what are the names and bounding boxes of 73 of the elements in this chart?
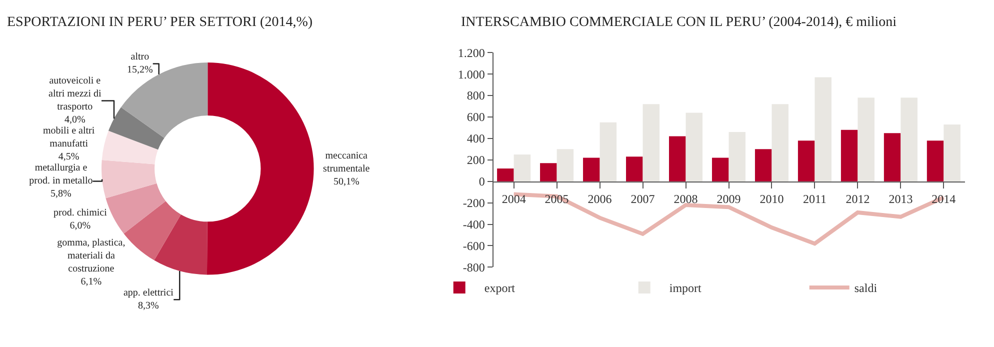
data-label: 4,5% bbox=[58, 152, 80, 163]
x-tick-label: 2010 bbox=[760, 192, 784, 206]
data-label: 15,2% bbox=[127, 64, 153, 76]
y-tick-label: 800 bbox=[466, 88, 485, 103]
bar bbox=[728, 132, 746, 182]
donut-slice bbox=[108, 107, 164, 150]
y-tick-label: -800 bbox=[462, 260, 485, 274]
slice-label: prod. chimici bbox=[54, 207, 108, 218]
bar bbox=[712, 158, 729, 182]
bar bbox=[600, 122, 617, 182]
slice-label: meccanica strumentale bbox=[323, 150, 370, 174]
x-tick-label: 2005 bbox=[544, 192, 569, 206]
bar bbox=[754, 149, 772, 182]
x-tick-label: 2004 bbox=[502, 192, 526, 206]
y-tick-label: 0 bbox=[478, 174, 485, 189]
slice-label: gomma, plastica, materiali da costruzione bbox=[57, 238, 126, 275]
bar bbox=[858, 98, 874, 182]
bar bbox=[772, 104, 789, 182]
donut-slice bbox=[206, 62, 314, 275]
y-tick-label: 600 bbox=[466, 110, 485, 124]
donut-slice bbox=[102, 130, 158, 164]
x-tick-label: 2011 bbox=[802, 192, 827, 206]
x-tick-label: 2009 bbox=[716, 192, 741, 206]
slice-label: app. elettrici bbox=[123, 288, 174, 299]
chart-title: ESPORTAZIONI IN PERU’ PER SETTORI (2014,%) bbox=[7, 15, 313, 30]
x-tick-label: 2013 bbox=[888, 192, 913, 206]
bar bbox=[900, 98, 918, 182]
data-label: 8,3% bbox=[138, 300, 159, 312]
x-tick-label: 2008 bbox=[674, 192, 698, 206]
donut-slice bbox=[102, 160, 157, 198]
data-label: 50,1% bbox=[333, 176, 360, 188]
x-tick-label: 2012 bbox=[846, 192, 870, 206]
slice-label: altro bbox=[130, 52, 150, 63]
x-tick-label: 2014 bbox=[932, 192, 956, 206]
y-tick-label: 1.200 bbox=[458, 46, 485, 60]
y-tick-label: -200 bbox=[462, 196, 485, 210]
bar bbox=[626, 156, 643, 182]
bar bbox=[926, 140, 944, 182]
y-tick-label: -400 bbox=[462, 217, 485, 232]
slice-label: mobili e altri manufatti bbox=[43, 126, 95, 150]
donut-slice bbox=[124, 201, 181, 260]
donut-slice bbox=[154, 214, 208, 275]
data-label: 6,1% bbox=[80, 276, 102, 288]
legend-label: saldi bbox=[854, 281, 878, 296]
y-tick-label: 1.000 bbox=[458, 67, 485, 82]
x-tick-label: 2007 bbox=[630, 192, 655, 206]
bar bbox=[668, 136, 686, 182]
bar bbox=[583, 158, 600, 182]
data-label: 6,0% bbox=[70, 220, 91, 232]
bar bbox=[556, 149, 574, 182]
data-label: 4,0% bbox=[64, 114, 86, 126]
x-tick-label: 2006 bbox=[588, 192, 612, 206]
slice-label: autoveicoli e altri mezzi di trasporto bbox=[48, 76, 102, 113]
y-tick-label: -600 bbox=[462, 238, 485, 253]
y-tick-label: 400 bbox=[466, 132, 485, 146]
legend-label: import bbox=[669, 281, 702, 296]
bar bbox=[884, 133, 901, 182]
bar bbox=[642, 104, 660, 182]
chart-title: INTERSCAMBIO COMMERCIALE CON IL PERU’ (2004-2014), € milioni bbox=[461, 15, 897, 30]
donut-slice bbox=[120, 62, 208, 138]
donut-slice bbox=[106, 183, 166, 234]
bar bbox=[540, 163, 557, 182]
data-label: 5,8% bbox=[50, 188, 72, 200]
bar bbox=[814, 77, 832, 182]
y-tick-label: 200 bbox=[466, 153, 485, 168]
bar bbox=[944, 124, 960, 182]
slice-label: metallurgia e prod. in metallo bbox=[29, 162, 93, 187]
bar bbox=[514, 154, 531, 182]
legend-label: export bbox=[484, 281, 516, 296]
bar bbox=[497, 168, 514, 182]
bar bbox=[798, 140, 815, 182]
bar bbox=[686, 112, 703, 182]
bar bbox=[840, 130, 858, 182]
